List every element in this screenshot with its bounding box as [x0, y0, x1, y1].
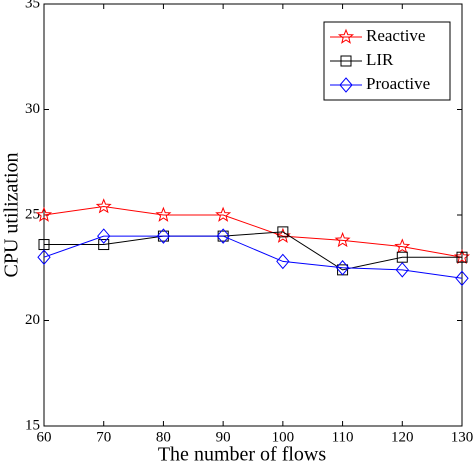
x-tick-label: 100 [272, 429, 295, 445]
y-tick-label: 35 [25, 0, 40, 11]
marker [277, 226, 289, 238]
y-tick-label: 25 [25, 206, 40, 222]
series-line [44, 231, 462, 271]
x-tick-label: 90 [216, 429, 231, 445]
marker [337, 28, 355, 44]
marker [340, 55, 352, 67]
y-tick-label: 15 [25, 417, 40, 433]
marker [394, 238, 411, 254]
marker [37, 249, 51, 265]
marker [334, 231, 351, 248]
marker [456, 251, 468, 263]
legend-label: Reactive [366, 26, 425, 45]
marker [98, 239, 110, 251]
series-line [43, 206, 463, 258]
marker [156, 228, 171, 244]
x-tick-label: 110 [332, 429, 354, 445]
marker [215, 206, 232, 222]
x-tick-label: 80 [156, 429, 171, 445]
x-tick-label: 120 [391, 429, 414, 445]
marker [35, 206, 53, 222]
marker [97, 228, 111, 244]
marker [339, 77, 353, 93]
x-axis-title: The number of flows [158, 444, 327, 465]
x-tick-label: 70 [96, 429, 111, 445]
marker [455, 270, 469, 287]
x-tick-label: 130 [451, 429, 474, 445]
y-tick-label: 30 [25, 101, 40, 117]
y-tick-label: 20 [25, 312, 40, 328]
marker [216, 228, 230, 244]
marker [276, 253, 290, 270]
x-tick-label: 60 [37, 429, 52, 445]
legend-label: Proactive [366, 74, 430, 93]
marker [155, 206, 172, 222]
y-axis-title: CPU utilization [1, 153, 23, 278]
marker [395, 262, 409, 278]
marker [335, 259, 350, 276]
legend-label: LIR [366, 50, 394, 69]
marker [95, 198, 112, 214]
series-line [43, 235, 463, 279]
